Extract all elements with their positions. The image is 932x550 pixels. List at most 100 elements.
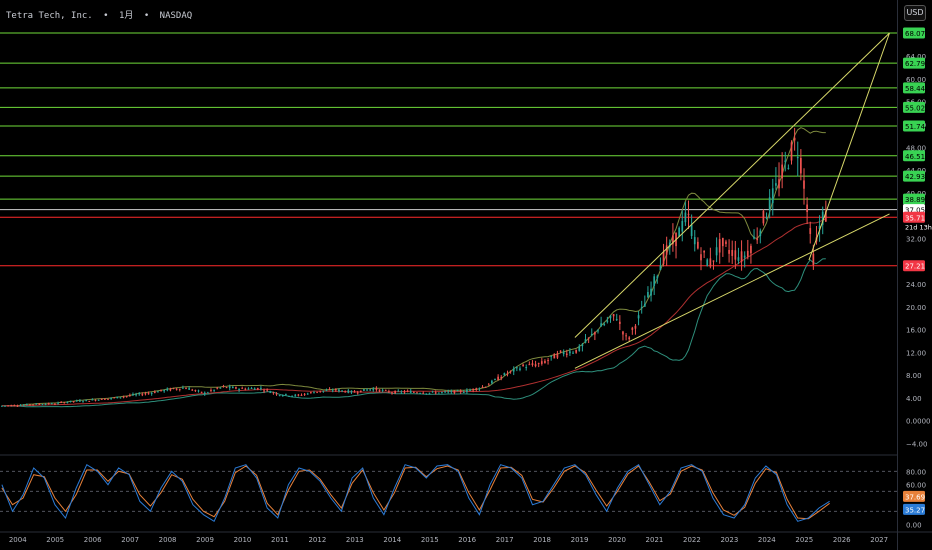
candle (384, 389, 387, 391)
candle (291, 395, 293, 397)
candle (750, 243, 752, 264)
candle-body (66, 402, 69, 404)
candle-body (35, 403, 38, 405)
candle-body (244, 388, 247, 390)
candle-body (600, 323, 602, 327)
candle-body (138, 393, 141, 395)
candle-body (544, 361, 546, 363)
candle-body (681, 221, 684, 232)
candle-body (537, 363, 540, 365)
candle-body (300, 394, 303, 396)
candle-body (618, 321, 621, 324)
candle-body (394, 390, 396, 394)
candle (110, 397, 112, 400)
candle-body (356, 392, 359, 394)
time-tick-label: 2008 (159, 536, 177, 544)
candle-body (169, 388, 172, 391)
candle (597, 329, 599, 334)
candle (88, 400, 91, 402)
candle-body (525, 366, 528, 368)
candle (175, 387, 178, 391)
candle-body (475, 388, 478, 391)
candle-body (478, 388, 481, 390)
candle (334, 388, 337, 392)
candle-body (294, 394, 297, 396)
candle-body (506, 373, 509, 375)
candle (581, 342, 584, 352)
candle-body (194, 390, 197, 392)
price-badge: 51.74 (903, 120, 926, 132)
candle-body (247, 388, 250, 390)
candle (778, 162, 780, 197)
candle (104, 398, 106, 400)
candle-body (197, 390, 200, 392)
candle-body (725, 241, 727, 244)
candle-body (216, 387, 219, 389)
currency-button[interactable]: USD (904, 5, 926, 21)
candle (615, 313, 618, 321)
candle-body (107, 398, 109, 400)
candle-body (285, 393, 287, 395)
price-tick-label: 20.00 (906, 304, 926, 312)
candle-body (319, 390, 322, 392)
candle (16, 404, 19, 408)
candle-body (718, 239, 721, 253)
candle (85, 399, 88, 402)
candle-body (400, 391, 403, 393)
stoch-d-line (1, 465, 830, 520)
candle-body (347, 390, 350, 393)
candle-body (47, 403, 50, 405)
candle-body (263, 390, 265, 392)
candle-body (44, 403, 47, 405)
candle-body (116, 396, 119, 399)
candle (7, 405, 9, 407)
time-tick-label: 2017 (496, 536, 514, 544)
candle-body (437, 392, 440, 394)
price-badge: 38.89 (903, 193, 925, 205)
candle (721, 237, 724, 257)
candle (478, 387, 481, 392)
candle-body (534, 364, 537, 367)
interval-label[interactable]: 1月 (118, 11, 134, 21)
candle (481, 385, 484, 388)
candle-body (425, 393, 428, 395)
candle (740, 240, 743, 271)
candle (275, 392, 278, 396)
candle (138, 392, 141, 396)
candle-body (665, 245, 668, 255)
price-badge-box (903, 150, 925, 162)
candle-body (784, 160, 787, 163)
candle-body (509, 370, 512, 372)
candle-body (144, 393, 147, 395)
candle-body (128, 395, 131, 397)
candle (462, 390, 465, 393)
candle (341, 390, 343, 393)
time-tick-label: 2022 (683, 536, 701, 544)
candle (338, 388, 340, 393)
candle-body (272, 392, 275, 394)
exchange-label: NASDAQ (159, 11, 193, 21)
candle-body (622, 331, 624, 335)
candle (22, 404, 25, 406)
candle (659, 257, 662, 271)
candle (687, 200, 690, 229)
candle (344, 390, 347, 393)
candle (753, 229, 755, 240)
candle (606, 316, 609, 324)
candle-body (253, 388, 256, 390)
candle-body (22, 404, 25, 406)
candle-body (756, 238, 759, 241)
candle (515, 366, 518, 372)
candle (388, 389, 390, 393)
candle-body (643, 303, 646, 307)
candle-body (278, 395, 281, 397)
candle-body (750, 245, 752, 254)
stoch-badge-label: 35.27 (905, 506, 925, 514)
candle (269, 390, 272, 394)
candle (197, 389, 200, 393)
candle (263, 388, 265, 394)
candle (54, 402, 56, 405)
candle-body (800, 158, 802, 174)
candle (431, 390, 434, 393)
